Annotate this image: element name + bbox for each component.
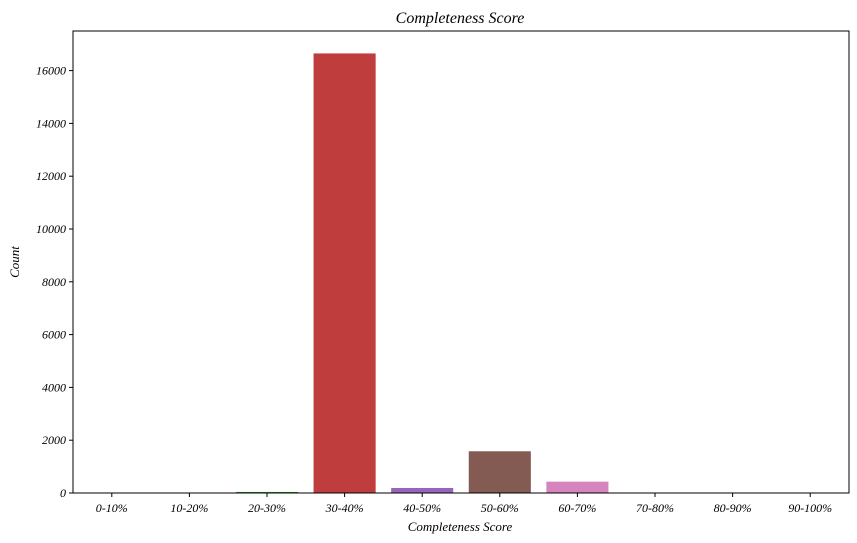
- y-tick-label: 0: [60, 486, 66, 500]
- bar-20-30%: [235, 491, 299, 493]
- x-axis-ticks: 0-10% 10-20% 20-30% 30-40% 40-50% 50-60% 60-70…: [96, 493, 832, 515]
- y-axis-ticks: 0 2000 4000 6000 8000 10000 12000 14000 16000: [36, 64, 73, 500]
- y-tick-label: 4000: [42, 380, 66, 394]
- y-tick-label: 6000: [42, 328, 66, 342]
- x-tick-label: 0-10%: [96, 501, 128, 515]
- y-axis-label: Count: [7, 246, 22, 278]
- x-axis-label: Completeness Score: [408, 519, 513, 534]
- x-tick-label: 70-80%: [636, 501, 674, 515]
- chart-title: Completeness Score: [396, 10, 525, 27]
- x-tick-label: 50-60%: [481, 501, 519, 515]
- bar-30-40%: [313, 53, 376, 493]
- y-tick-label: 12000: [36, 169, 66, 183]
- x-tick-label: 90-100%: [788, 501, 832, 515]
- bars-group: [235, 53, 609, 493]
- x-tick-label: 30-40%: [325, 501, 364, 515]
- x-tick-label: 80-90%: [714, 501, 752, 515]
- x-tick-label: 10-20%: [170, 501, 208, 515]
- bar-60-70%: [546, 481, 609, 493]
- y-tick-label: 16000: [36, 64, 66, 78]
- y-tick-label: 8000: [42, 275, 66, 289]
- x-tick-label: 60-70%: [558, 501, 596, 515]
- bar-40-50%: [391, 487, 454, 493]
- y-tick-label: 10000: [36, 222, 66, 236]
- x-tick-label: 40-50%: [403, 501, 441, 515]
- bar-50-60%: [468, 451, 531, 493]
- plot-frame: [72, 30, 850, 494]
- y-tick-label: 2000: [42, 433, 66, 447]
- x-tick-label: 20-30%: [248, 501, 286, 515]
- y-tick-label: 14000: [36, 116, 66, 130]
